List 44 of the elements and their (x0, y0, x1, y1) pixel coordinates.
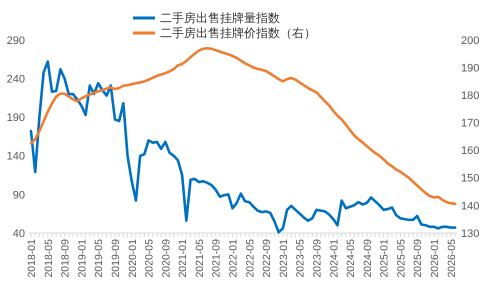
y-tick-label: 140 (6, 150, 25, 163)
x-tick-label: 2024-01 (328, 238, 340, 278)
x-tick-label: 2021-05 (194, 238, 206, 278)
x-tick-label: 2023-01 (278, 238, 290, 278)
x-tick-label: 2018-05 (42, 238, 55, 278)
x-tick-label: 2018-09 (60, 238, 72, 278)
x-tick-label: 2022-05 (244, 238, 256, 278)
x-tick-label: 2026-01 (429, 238, 442, 278)
x-tick-label: 2024-09 (362, 238, 374, 278)
x-tick-label: 2019-05 (93, 238, 106, 278)
y2-tick-label: 150 (461, 172, 480, 185)
legend-label: 二手房出售挂牌量指数 (160, 11, 280, 26)
y2-tick-label: 180 (461, 90, 480, 102)
y-tick-label: 290 (6, 34, 25, 47)
x-tick-label: 2020-05 (144, 238, 156, 278)
x-tick-label: 2022-01 (228, 238, 240, 278)
x-tick-label: 2025-05 (395, 238, 408, 278)
x-tick-label: 2021-09 (210, 238, 223, 278)
y2-tick-label: 140 (461, 200, 480, 212)
y-tick-label: 90 (12, 189, 25, 202)
y2-tick-label: 160 (461, 145, 480, 158)
x-tick-label: 2026-05 (446, 238, 458, 278)
y-tick-label: 240 (6, 73, 25, 86)
y2-tick-label: 190 (461, 62, 480, 74)
y2-tick-label: 130 (461, 228, 480, 240)
x-tick-label: 2018-01 (26, 238, 38, 278)
x-tick-label: 2019-01 (76, 238, 88, 278)
legend-label: 二手房出售挂牌价指数（右） (160, 26, 316, 40)
x-tick-label: 2019-09 (110, 238, 122, 278)
x-tick-label: 2020-09 (160, 238, 172, 278)
y2-tick-label: 200 (461, 34, 480, 47)
x-tick-label: 2022-09 (261, 238, 274, 278)
x-tick-label: 2023-05 (294, 238, 307, 278)
y-tick-label: 190 (6, 112, 25, 124)
line-series (30, 60, 456, 234)
line-series (30, 46, 456, 206)
x-tick-label: 2025-01 (378, 238, 391, 278)
x-tick-label: 2023-09 (311, 238, 324, 278)
y-tick-label: 40 (12, 228, 25, 240)
x-tick-label: 2025-09 (412, 238, 424, 278)
x-tick-label: 2020-01 (126, 238, 139, 278)
y2-tick-label: 170 (461, 118, 480, 130)
x-tick-label: 2024-05 (345, 238, 358, 278)
x-tick-label: 2021-01 (177, 238, 190, 278)
